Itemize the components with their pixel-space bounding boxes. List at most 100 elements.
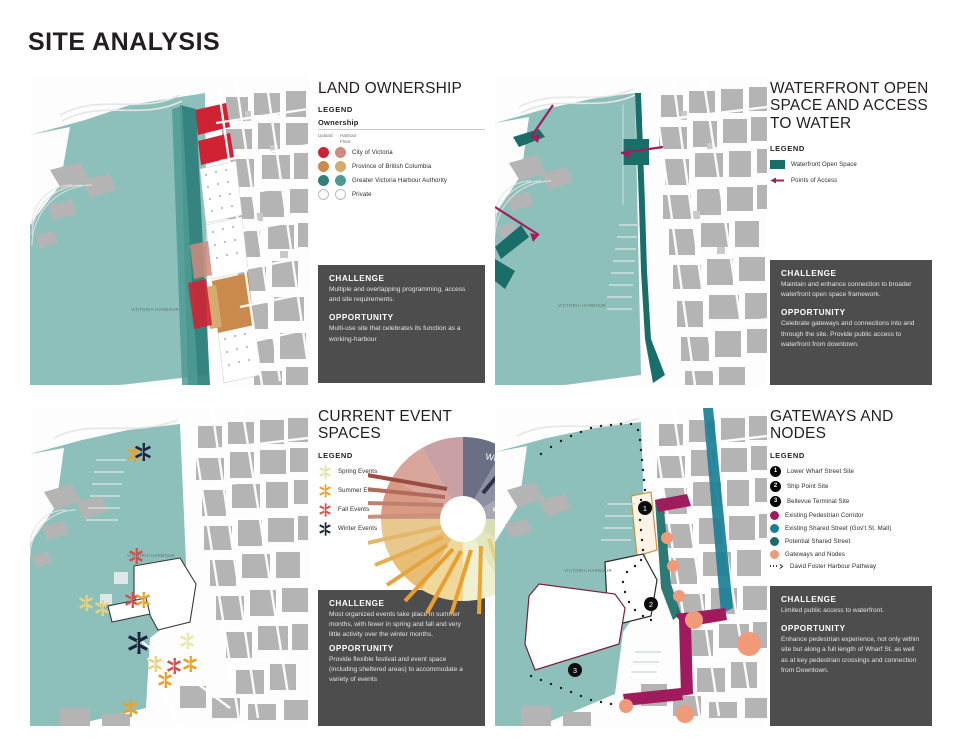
legend-list-events: Spring Events Summer Events (318, 465, 485, 536)
quadrant-land-ownership: VICTORIA HARBOUR LAND OWNERSHIP LEGEND O… (30, 75, 485, 385)
challenge-text: Most organized events take place in summ… (329, 611, 461, 639)
legend-item[interactable]: Greater Victoria Harbour Authority (318, 174, 485, 186)
legend-item[interactable]: 3 Bellevue Terminal Site (770, 495, 945, 507)
legend-item-label: Winter Events (338, 525, 378, 533)
swatch-pedestrian-corridor (770, 510, 779, 520)
map-current-event-spaces[interactable]: VICTORIA HARBOUR (30, 408, 310, 726)
challenge-box-gateways: CHALLENGE Limited public access to water… (770, 586, 932, 726)
legend-heading: LEGEND (770, 144, 805, 154)
legend-item-label: Private (352, 190, 372, 198)
legend-heading: LEGEND (318, 105, 353, 115)
svg-text:3: 3 (573, 666, 577, 675)
legend-item-label: Gateways and Nodes (785, 550, 846, 558)
map-land-ownership[interactable]: VICTORIA HARBOUR (30, 75, 310, 385)
opportunity-heading: OPPORTUNITY (781, 624, 846, 634)
swatch-potential-shared-street (770, 536, 779, 546)
panel-gateways-and-nodes: GATEWAYS AND NODES LEGEND 1 Lower Wharf … (770, 408, 945, 726)
legend-heading: LEGEND (770, 450, 805, 460)
legend-item[interactable]: David Foster Harbour Pathway (770, 563, 945, 570)
legend-item[interactable]: Existing Pedestrian Corridor (770, 510, 945, 520)
legend-item-label: Lower Wharf Street Site (787, 467, 854, 475)
quadrant-gateways-and-nodes: 1 2 3 VICTORIA HARBOUR GATEWAYS AND NODE… (495, 408, 945, 726)
quadrant-current-event-spaces: VICTORIA HARBOUR CURRENT EVENT SPACES LE… (30, 408, 560, 726)
swatch-harbour-province (335, 160, 346, 172)
challenge-box-waterfront: CHALLENGE Maintain and enhance connectio… (770, 260, 932, 385)
number-puck-2: 2 (770, 480, 781, 492)
legend-item[interactable]: 2 Ship Point Site (770, 480, 945, 492)
challenge-text: Maintain and enhance connection to broad… (781, 281, 912, 299)
legend-list-gateways: 1 Lower Wharf Street Site 2 Ship Point S… (770, 465, 945, 570)
opportunity-text: Enhance pedestrian experience, not only … (781, 636, 920, 674)
legend-item[interactable]: Spring Events (318, 465, 485, 479)
legend-item[interactable]: Potential Shared Street (770, 536, 945, 546)
swatch-upland-province (318, 160, 329, 172)
swatch-harbour-private (335, 188, 346, 200)
challenge-text: Multiple and overlapping programming, ac… (329, 286, 466, 304)
map-label-harbour: VICTORIA HARBOUR (564, 568, 612, 573)
map-label-harbour: VICTORIA HARBOUR (127, 553, 175, 558)
legend-item[interactable]: Private (318, 188, 485, 200)
legend-item[interactable]: Waterfront Open Space (770, 160, 945, 170)
legend-item-label: David Foster Harbour Pathway (790, 562, 877, 570)
swatch-gateways-nodes (770, 549, 779, 559)
swatch-harbour-gvha (335, 174, 346, 186)
legend-list-waterfront: Waterfront Open Space Points of Access (770, 160, 945, 185)
legend-col-harbour-floor: Harbour Floor (340, 133, 357, 144)
panel-waterfront-open-space: WATERFRONT OPEN SPACE AND ACCESS TO WATE… (770, 80, 945, 385)
legend-item[interactable]: City of Victoria (318, 146, 485, 158)
asterisk-icon (318, 465, 332, 479)
legend-item[interactable]: Province of British Columbia (318, 160, 485, 172)
legend-item-label: Summer Events (338, 487, 383, 495)
map-gateways-and-nodes[interactable]: 1 2 3 VICTORIA HARBOUR (495, 408, 767, 726)
legend-item-label: Ship Point Site (787, 482, 829, 490)
legend-item[interactable]: Existing Shared Street (Gov't St. Mall) (770, 523, 945, 533)
panel-title-event-spaces: CURRENT EVENT SPACES (318, 408, 452, 443)
opportunity-heading: OPPORTUNITY (329, 313, 394, 323)
challenge-box-event-spaces: CHALLENGE Most organized events take pla… (318, 590, 485, 726)
challenge-text: Limited public access to waterfront. (781, 607, 884, 614)
legend-subheading: Ownership (318, 118, 359, 128)
legend-item[interactable]: Summer Events (318, 484, 485, 498)
panel-title-land-ownership: LAND OWNERSHIP (318, 80, 463, 97)
swatch-upland-private (318, 188, 329, 200)
site-number-markers: 1 2 3 (568, 501, 658, 677)
challenge-box-land-ownership: CHALLENGE Multiple and overlapping progr… (318, 265, 485, 383)
event-markers (79, 443, 197, 717)
challenge-heading: CHALLENGE (329, 274, 385, 283)
legend-item-label: Potential Shared Street (785, 537, 851, 545)
number-puck-3: 3 (770, 495, 781, 507)
legend-item[interactable]: Fall Events (318, 503, 485, 517)
challenge-heading: CHALLENGE (329, 599, 385, 608)
legend-item-label: Existing Pedestrian Corridor (785, 511, 864, 519)
legend-list-ownership: City of Victoria Province of British Col… (318, 146, 485, 200)
legend-item[interactable]: 1 Lower Wharf Street Site (770, 465, 945, 477)
panel-title-gateways: GATEWAYS AND NODES (770, 408, 894, 443)
legend-heading: LEGEND (318, 450, 353, 460)
opportunity-text: Provide flexible festival and event spac… (329, 655, 463, 684)
number-puck-1: 1 (770, 465, 781, 477)
panel-land-ownership: LAND OWNERSHIP LEGEND Ownership Upland H… (318, 80, 485, 383)
legend-item-label: Province of British Columbia (352, 162, 432, 170)
dotted-arrow-icon (770, 563, 784, 570)
legend-divider (318, 129, 485, 131)
legend-item[interactable]: Winter Events (318, 522, 485, 536)
legend-item[interactable]: Points of Access (770, 176, 945, 185)
asterisk-icon (318, 503, 332, 517)
map-label-harbour: VICTORIA HARBOUR (558, 303, 606, 308)
opportunity-text: Celebrate gateways and connections into … (781, 320, 915, 348)
map-waterfront-open-space[interactable]: VICTORIA HARBOUR (495, 75, 767, 385)
map-label-harbour: VICTORIA HARBOUR (131, 307, 179, 312)
legend-item[interactable]: Gateways and Nodes (770, 549, 945, 559)
challenge-heading: CHALLENGE (781, 595, 837, 604)
legend-item-label: Spring Events (338, 468, 378, 476)
panel-current-event-spaces: CURRENT EVENT SPACES LEGEND Spring Event… (318, 408, 485, 726)
svg-text:1: 1 (643, 504, 647, 513)
asterisk-icon (318, 484, 332, 498)
opportunity-heading: OPPORTUNITY (781, 308, 846, 318)
arrow-left-icon (770, 176, 785, 185)
legend-item-label: Waterfront Open Space (791, 161, 857, 169)
challenge-heading: CHALLENGE (781, 269, 837, 278)
panel-title-waterfront: WATERFRONT OPEN SPACE AND ACCESS TO WATE… (770, 80, 929, 132)
swatch-upland-city (318, 146, 329, 158)
